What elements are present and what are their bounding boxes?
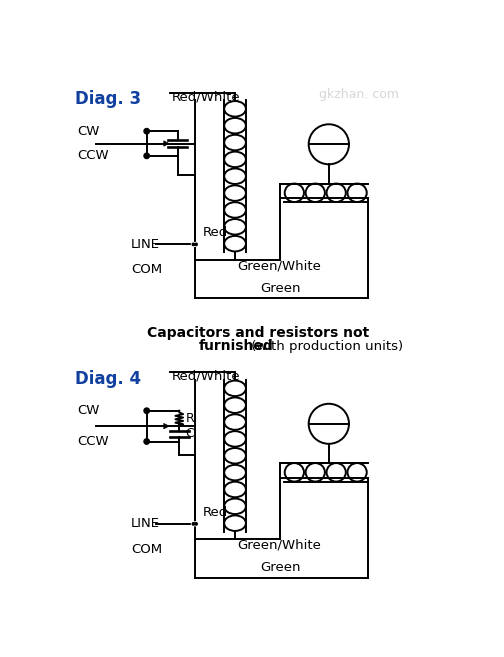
- Text: COM: COM: [131, 543, 162, 556]
- Circle shape: [144, 408, 149, 413]
- Text: Capacitors and resistors not: Capacitors and resistors not: [147, 326, 369, 340]
- Circle shape: [144, 129, 149, 134]
- Text: furnished: furnished: [199, 339, 273, 353]
- Text: Red/White: Red/White: [171, 370, 240, 383]
- Text: Red: Red: [203, 227, 228, 239]
- Text: Diag. 3: Diag. 3: [75, 91, 141, 108]
- Text: CCW: CCW: [77, 149, 108, 162]
- Text: Red/White: Red/White: [171, 91, 240, 103]
- Text: CW: CW: [77, 125, 99, 138]
- Text: Red: Red: [203, 506, 228, 519]
- Text: LINE: LINE: [131, 238, 160, 251]
- Text: Green/White: Green/White: [237, 260, 321, 273]
- Text: Diag. 4: Diag. 4: [75, 370, 141, 388]
- Text: gkzhan. com: gkzhan. com: [319, 88, 399, 101]
- Circle shape: [144, 439, 149, 444]
- Text: Green: Green: [261, 561, 301, 574]
- Text: (with production units): (with production units): [247, 340, 404, 353]
- Text: CCW: CCW: [77, 435, 108, 448]
- Text: R: R: [185, 412, 194, 425]
- Circle shape: [144, 153, 149, 158]
- Text: Green/White: Green/White: [237, 539, 321, 552]
- Text: LINE: LINE: [131, 518, 160, 530]
- Text: CW: CW: [77, 404, 99, 417]
- Polygon shape: [164, 141, 169, 147]
- Polygon shape: [164, 423, 169, 429]
- Text: COM: COM: [131, 263, 162, 277]
- Text: Green: Green: [261, 282, 301, 295]
- Text: C: C: [185, 427, 194, 440]
